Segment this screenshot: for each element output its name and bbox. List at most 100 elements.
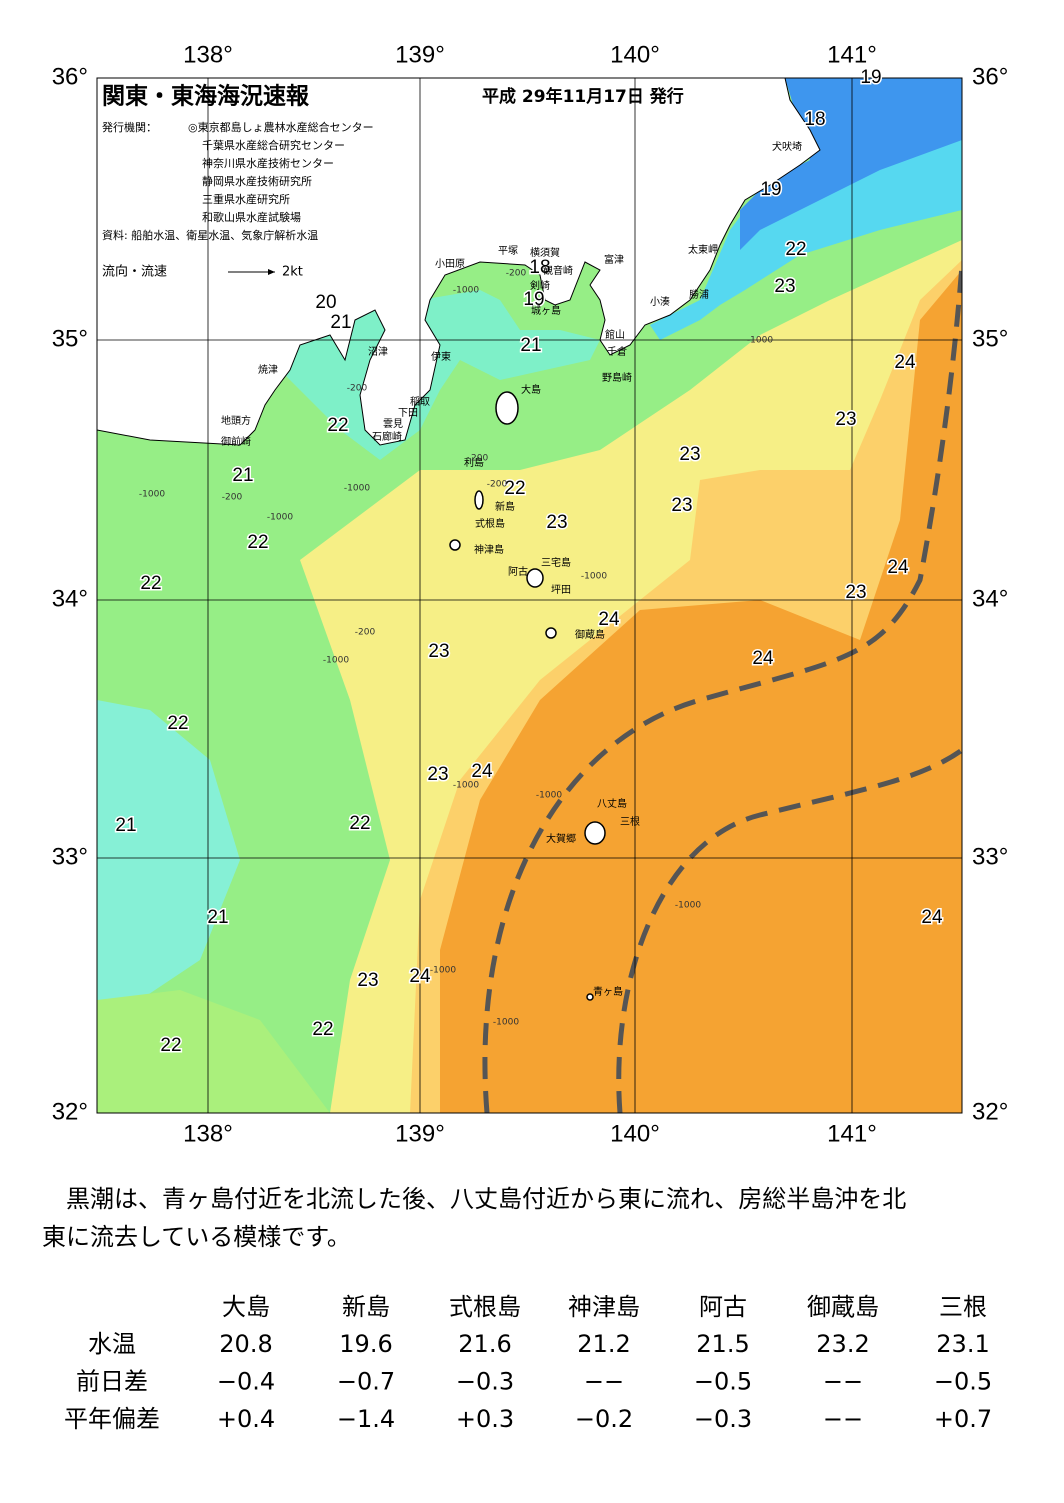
isotherm-label: 23	[427, 764, 448, 785]
isotherm-label: 23	[845, 582, 866, 603]
place-label: 太東岬	[688, 243, 718, 256]
isotherm-label: 21	[520, 335, 541, 356]
table-cell: 21.5	[696, 1330, 749, 1358]
place-label: 御前崎	[221, 435, 251, 448]
island	[545, 627, 557, 639]
publisher: 和歌山県水産試験場	[202, 210, 301, 224]
isotherm-label: 21	[115, 815, 136, 836]
legend-unit: 2kt	[282, 265, 303, 280]
island	[449, 539, 461, 551]
place-label: 神津島	[474, 543, 504, 556]
row-label: 平年偏差	[64, 1405, 160, 1433]
publisher: 三重県水産研究所	[202, 192, 290, 206]
isotherm-label: 22	[312, 1019, 333, 1040]
isotherm-label: 22	[167, 713, 188, 734]
table-header: 大島	[222, 1293, 270, 1321]
kuroshio-axis	[482, 264, 962, 1113]
isotherm-label: 18	[529, 257, 550, 278]
lat-label: 33°	[52, 843, 88, 870]
isotherm-label: 21	[232, 465, 253, 486]
depth-label: -1000	[536, 791, 562, 801]
isotherm-label: 23	[679, 444, 700, 465]
table-cell: 21.2	[577, 1330, 630, 1358]
land	[97, 78, 821, 446]
place-label: 雲見	[383, 418, 403, 430]
depth-label: -1000	[581, 572, 607, 582]
table-cell: −0.7	[337, 1368, 395, 1396]
lat-label: 34°	[972, 585, 1008, 612]
sea-18	[740, 78, 962, 250]
place-label: 地頭方	[221, 414, 251, 427]
lat-label: 32°	[52, 1098, 88, 1125]
table-header: 三根	[939, 1293, 987, 1321]
title: 関東・東海海況速報	[102, 83, 310, 110]
table-header: 御蔵島	[807, 1293, 879, 1321]
lon-label: 140°	[610, 1120, 660, 1147]
place-label: 八丈島	[597, 797, 627, 810]
table-cell: +0.4	[217, 1405, 275, 1433]
isotherm-label: 24	[471, 761, 493, 782]
sea-21	[97, 700, 240, 1000]
depth-label: -1000	[453, 781, 479, 791]
depth-label: -1000	[493, 1018, 519, 1028]
publisher: 神奈川県水産技術センター	[202, 156, 334, 170]
source: 資料: 船舶水温、衛星水温、気象庁解析水温	[102, 228, 318, 242]
depth-label: -1000	[675, 901, 701, 911]
place-label: 小田原	[435, 258, 465, 270]
place-label: 横須賀	[530, 246, 560, 259]
lat-label: 32°	[972, 1098, 1008, 1125]
isotherm-label: 22	[160, 1035, 181, 1056]
graticule	[97, 78, 962, 1113]
place-label: 三根	[620, 815, 640, 828]
isotherm-label: 23	[357, 970, 378, 991]
isotherm-label: 24	[894, 352, 916, 373]
isotherm-label: 22	[349, 813, 370, 834]
place-label: 大島	[521, 383, 541, 396]
table-cell: +0.3	[456, 1405, 514, 1433]
place-label: 富津	[604, 253, 624, 266]
table-cell: −1.4	[337, 1405, 395, 1433]
map-area	[97, 78, 962, 1113]
table-cell: 23.2	[816, 1330, 869, 1358]
depth-label: -200	[468, 454, 489, 464]
depth-label: -1000	[430, 966, 456, 976]
isotherm-label: 23	[671, 495, 692, 516]
island	[586, 993, 594, 1001]
table-cell: −0.2	[575, 1405, 633, 1433]
publisher: 千葉県水産総合研究センター	[202, 138, 345, 152]
place-label: 三宅島	[541, 556, 571, 569]
table-cell: +0.7	[934, 1405, 992, 1433]
isotherm-label: 20	[315, 292, 336, 313]
lat-label: 36°	[972, 63, 1008, 90]
island	[526, 568, 544, 588]
place-label: 沼津	[368, 345, 388, 358]
islands	[449, 391, 606, 1001]
row-label: 前日差	[76, 1368, 148, 1396]
summary-line: 黒潮は、青ヶ島付近を北流した後、八丈島付近から東に流れ、房総半島沖を北	[66, 1185, 906, 1213]
place-label: 坪田	[551, 583, 571, 596]
summary-line: 東に流去している模様です。	[42, 1223, 351, 1251]
depth-label: -1000	[344, 484, 370, 494]
isotherm-label: 19	[523, 289, 544, 310]
table-cell: 20.8	[219, 1330, 272, 1358]
lon-label: 139°	[395, 41, 445, 68]
lat-label: 35°	[972, 325, 1008, 352]
place-label: 小湊	[650, 295, 670, 308]
lon-label: 138°	[183, 41, 233, 68]
place-label: 焼津	[258, 364, 278, 376]
place-label: 観音崎	[543, 264, 573, 277]
table-header: 阿古	[699, 1293, 747, 1321]
table-cell: −0.4	[217, 1368, 275, 1396]
island	[474, 490, 484, 510]
isotherm-label: 21	[207, 907, 228, 928]
lat-label: 34°	[52, 585, 88, 612]
isotherm-label: 19	[860, 67, 881, 88]
table-cell: 21.6	[458, 1330, 511, 1358]
depth-label: -1000	[323, 656, 349, 666]
place-label: 下田	[398, 408, 418, 419]
isotherm-label: 23	[774, 276, 795, 297]
lon-label: 141°	[827, 1120, 877, 1147]
depth-label: -200	[355, 628, 376, 638]
place-label: 千倉	[607, 345, 627, 358]
